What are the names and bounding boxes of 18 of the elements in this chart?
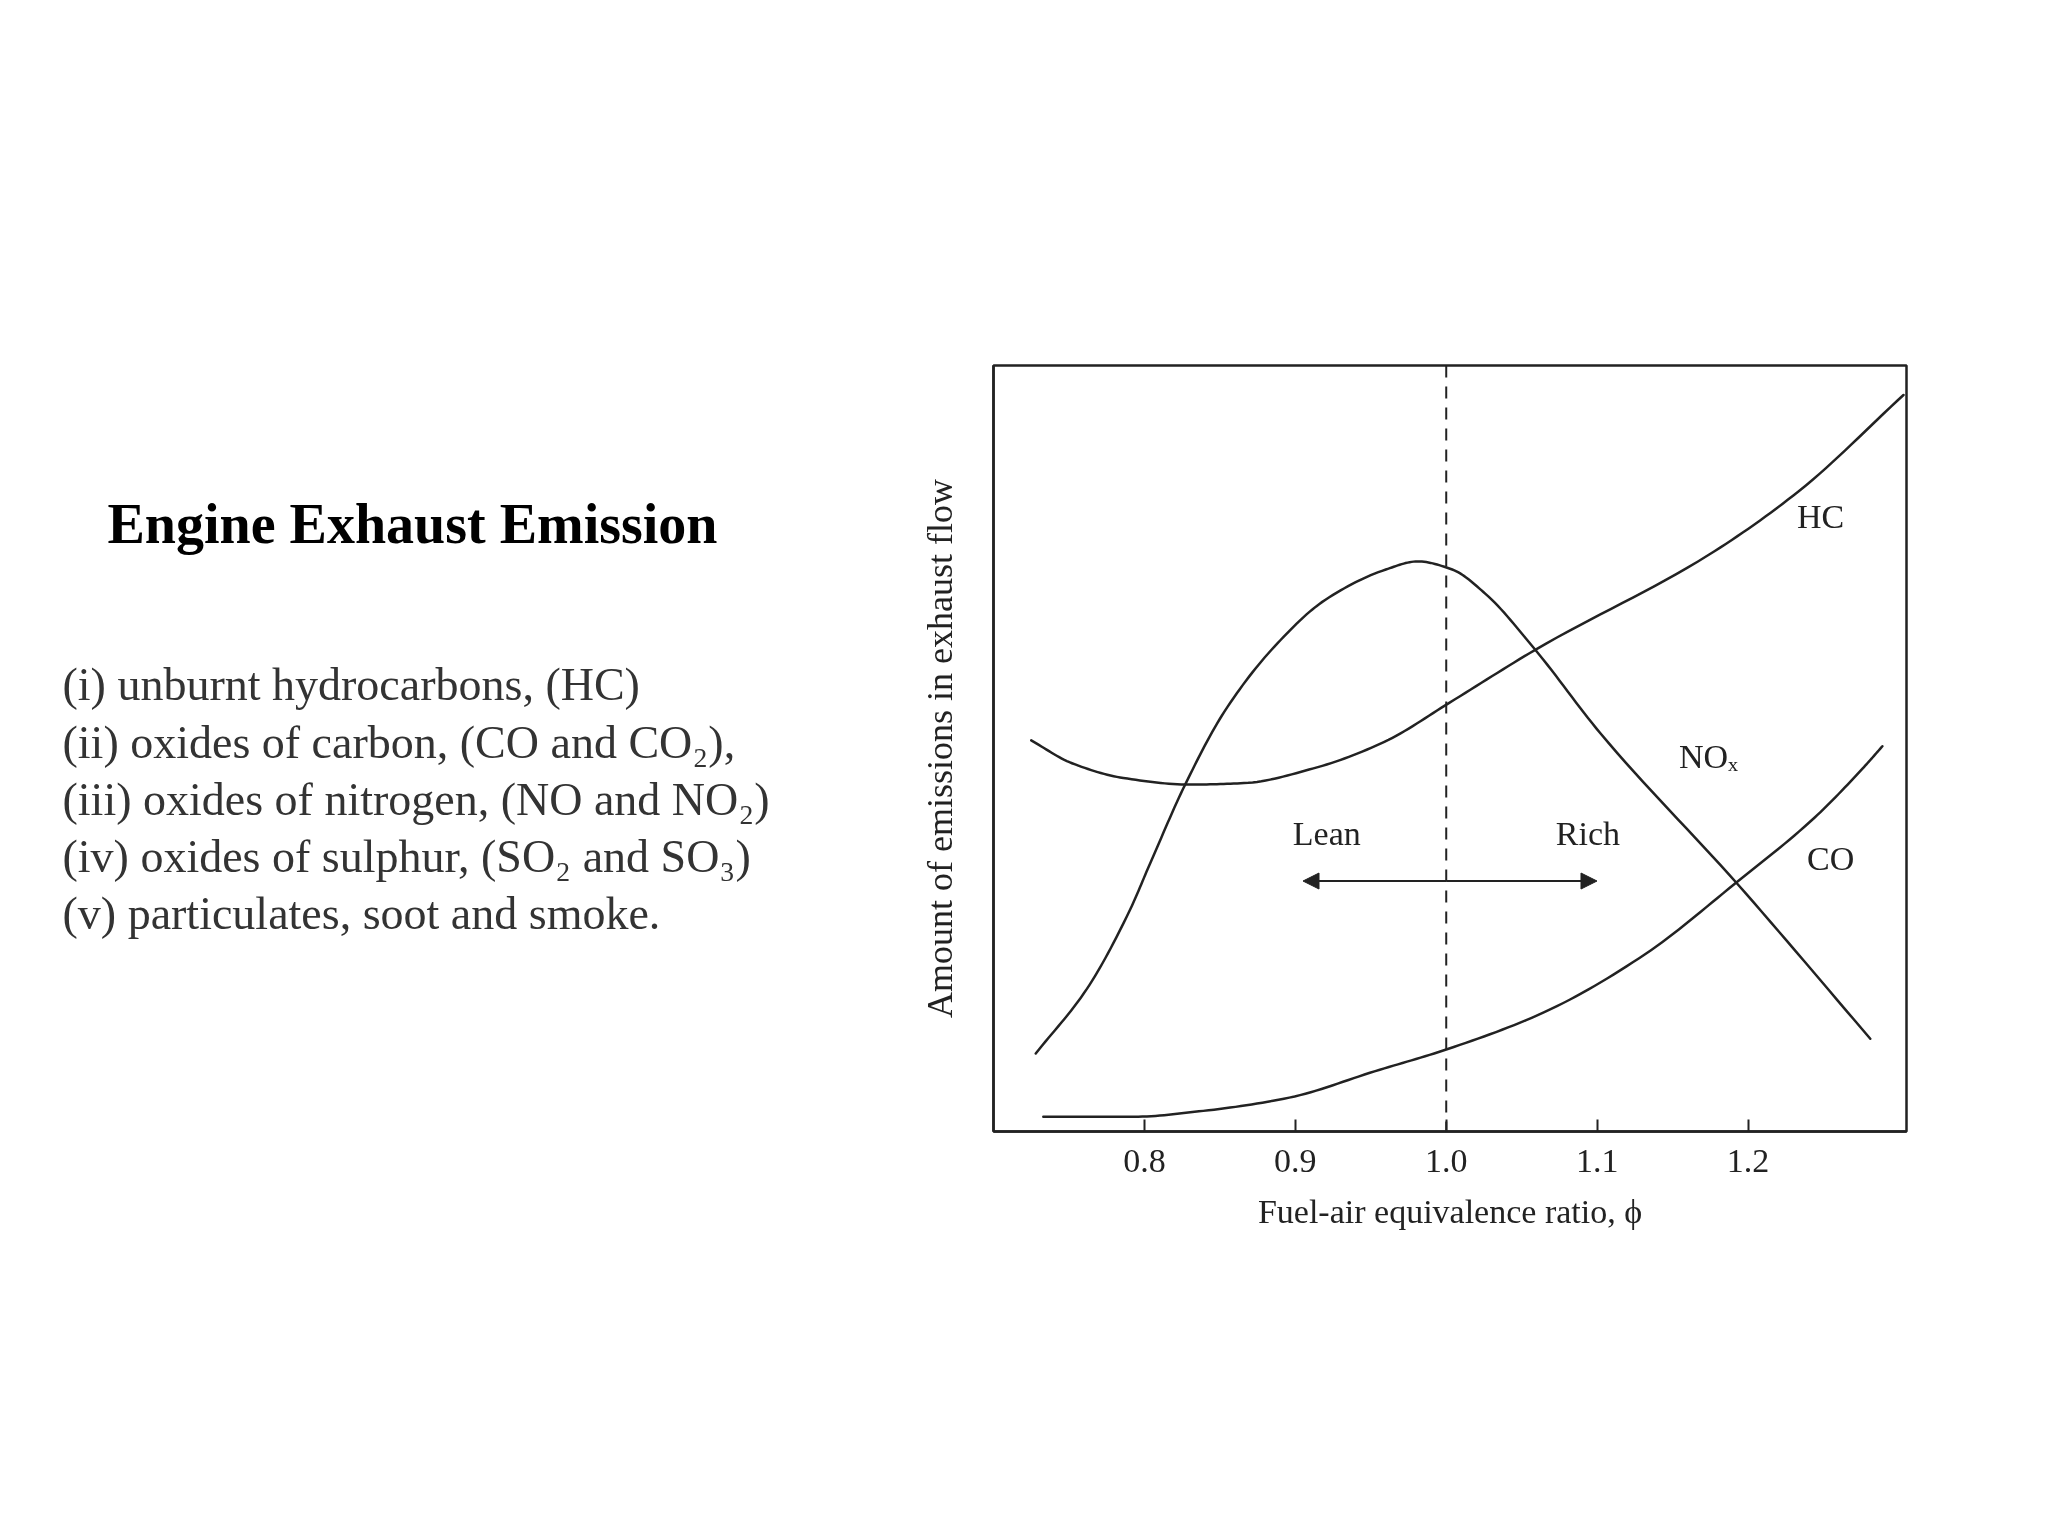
text: (i) unburnt hydrocarbons, (HC) bbox=[62, 659, 640, 711]
text: (iii) oxides of nitrogen, (NO and NO₂) bbox=[62, 773, 770, 825]
series-label: CO bbox=[1807, 840, 1855, 878]
x-tick-label: 0.9 bbox=[1274, 1141, 1317, 1179]
x-tick-label: 1.0 bbox=[1424, 1141, 1468, 1179]
annotation: Rich bbox=[1555, 815, 1620, 853]
series-label: HC bbox=[1797, 497, 1845, 535]
x-tick-label: 1.2 bbox=[1726, 1141, 1770, 1179]
text: (ii) oxides of carbon, (CO and CO₂), bbox=[62, 716, 736, 768]
x-tick-label: 0.8 bbox=[1123, 1141, 1166, 1179]
x-tick-label: 1.1 bbox=[1575, 1141, 1619, 1179]
text: Engine Exhaust Emission bbox=[107, 493, 718, 555]
annotation: Lean bbox=[1292, 815, 1361, 853]
x-axis-title: Fuel-air equivalence ratio, ϕ bbox=[1257, 1192, 1643, 1230]
series-label: NOₓ bbox=[1678, 738, 1738, 776]
y-axis-title: Amount of emissions in exhaust flow bbox=[919, 479, 960, 1018]
text: (v) particulates, soot and smoke. bbox=[62, 887, 661, 939]
text: (iv) oxides of sulphur, (SO₂ and SO₃) bbox=[62, 830, 751, 882]
